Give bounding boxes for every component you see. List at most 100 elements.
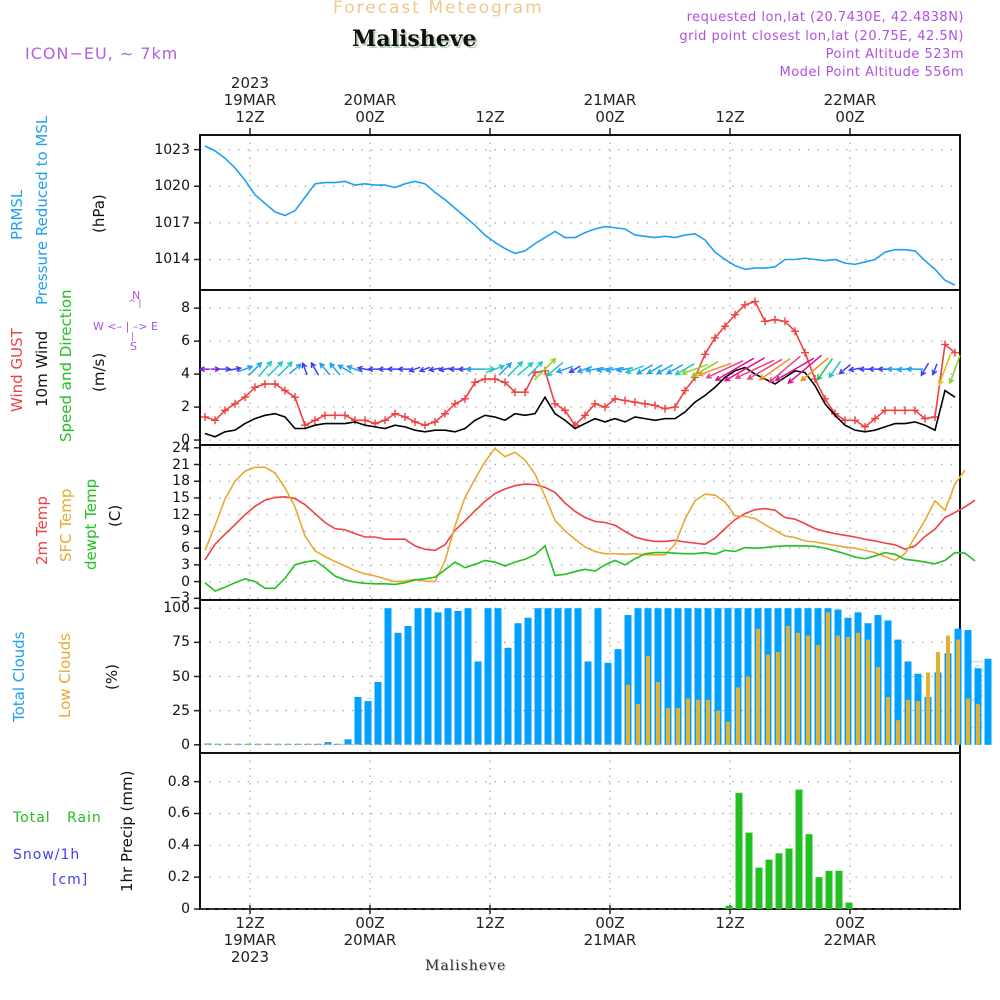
- low-cloud-bar: [616, 743, 620, 745]
- low-cloud-bar: [836, 635, 840, 745]
- total-cloud-bar: [394, 632, 402, 745]
- low-cloud-bar: [456, 743, 460, 745]
- top-time-label: 12Z: [715, 108, 745, 126]
- total-cloud-bar: [474, 661, 482, 745]
- wind-direction-arrow: [555, 365, 574, 374]
- total-cloud-bar: [724, 608, 732, 745]
- low-cloud-bar: [226, 743, 230, 745]
- wind-direction-arrow: [734, 359, 775, 380]
- low-cloud-bar: [296, 743, 300, 745]
- top-time-label: 00Z: [355, 108, 385, 126]
- top-time-label: 21MAR: [583, 91, 637, 109]
- low-cloud-bar: [916, 701, 920, 745]
- wind-direction-arrow: [310, 361, 320, 376]
- wind-gust-marker: [401, 412, 409, 421]
- wind-gust-marker: [441, 409, 449, 418]
- total-cloud-bar: [534, 608, 542, 745]
- bottom-time-label: 19MAR: [223, 931, 277, 949]
- wind-direction-arrow: [498, 362, 513, 376]
- low-cloud-bar: [946, 635, 950, 745]
- low-cloud-bar: [606, 743, 610, 745]
- total-cloud-bar: [384, 608, 392, 745]
- total-rain-label: Total Rain: [13, 810, 102, 826]
- total-cloud-bar: [564, 608, 572, 745]
- low-cloud-bar: [336, 743, 340, 745]
- wind-direction-arrow: [787, 354, 822, 384]
- temp-sfc-line: [204, 447, 966, 583]
- low-cloud-bar: [926, 672, 930, 745]
- wind-direction-arrow: [427, 366, 441, 373]
- total-cloud-bar: [374, 681, 382, 745]
- wind-gust-marker: [621, 396, 629, 405]
- total-cloud-bar: [984, 658, 992, 745]
- wind-direction-arrow: [210, 366, 221, 373]
- y-tick-label: 25: [172, 702, 190, 719]
- wind-direction-arrow: [624, 365, 644, 374]
- wind-direction-arrow: [697, 362, 732, 377]
- rain-bar: [735, 792, 743, 909]
- low-cloud-bar: [216, 743, 220, 745]
- y-tick-label: 100: [163, 600, 190, 617]
- low-cloud-bar: [656, 681, 660, 745]
- location-title: Malisheve: [352, 26, 477, 52]
- panel-frame: [199, 444, 961, 601]
- footer-location: Malisheve: [425, 958, 507, 974]
- wind-gust-marker: [521, 388, 529, 397]
- wind-direction-arrow: [746, 358, 783, 380]
- bottom-time-label: 22MAR: [823, 931, 877, 949]
- low-cloud-bar: [666, 707, 670, 745]
- snow-label: Snow/1h: [13, 847, 81, 863]
- wind-direction-arrow: [219, 366, 232, 373]
- wind-gust-marker: [481, 375, 489, 384]
- rain-bar: [765, 859, 773, 909]
- wind-direction-arrow: [838, 364, 851, 375]
- y-tick-label: 1017: [154, 214, 190, 231]
- total-cloud-bar: [464, 608, 472, 745]
- low-cloud-bar: [856, 632, 860, 745]
- wind-direction-arrow: [937, 353, 952, 387]
- low-cloud-bar: [776, 651, 780, 745]
- low-cloud-bar: [886, 696, 890, 745]
- low-cloud-bar: [346, 743, 350, 745]
- compass-north-arrow: ^ |: [128, 299, 142, 309]
- total-cloud-bar: [664, 608, 672, 745]
- wind-gust-marker: [841, 416, 849, 425]
- total-cloud-bar: [634, 608, 642, 745]
- low-cloud-bar: [276, 743, 280, 745]
- total-cloud-bar: [324, 742, 332, 745]
- low-cloud-bar: [936, 651, 940, 745]
- y-tick-label: 0.2: [167, 869, 190, 886]
- low-cloud-bar: [256, 743, 260, 745]
- low-cloud-bar: [586, 743, 590, 745]
- y-tick-label: 9: [181, 523, 190, 540]
- wind-direction-arrow: [568, 365, 581, 374]
- wind-direction-arrow: [690, 360, 719, 378]
- temp-2m-line: [204, 483, 976, 561]
- total-cloud-bar: [694, 608, 702, 745]
- wind-gust-marker: [461, 394, 469, 403]
- total-cloud-bar: [604, 662, 612, 745]
- y-tick-label: 0: [181, 432, 190, 449]
- low-cloud-bar: [376, 743, 380, 745]
- top-time-label: 00Z: [835, 108, 865, 126]
- total-cloud-bar: [684, 608, 692, 745]
- wind-gust-marker: [411, 417, 419, 426]
- low-cloud-bar: [766, 654, 770, 745]
- y-tick-label: 0.6: [167, 805, 190, 822]
- low-cloud-bar: [736, 687, 740, 745]
- wind-gust-marker: [671, 403, 679, 412]
- wind-direction-arrow: [329, 362, 341, 376]
- low-cloud-bar: [906, 699, 910, 745]
- wind-direction-arrow: [408, 366, 421, 373]
- wind-direction-arrow: [828, 360, 842, 379]
- low-cloud-bar: [566, 743, 570, 745]
- wind-gust-marker: [591, 399, 599, 408]
- top-time-label: 20MAR: [343, 91, 397, 109]
- low-cloud-bar: [366, 743, 370, 745]
- wind-gust-marker: [211, 416, 219, 425]
- total-cloud-bar: [554, 608, 562, 745]
- y-tick-label: 0.8: [167, 773, 190, 790]
- wind-gust-marker: [471, 378, 479, 387]
- total-cloud-bar: [964, 630, 972, 745]
